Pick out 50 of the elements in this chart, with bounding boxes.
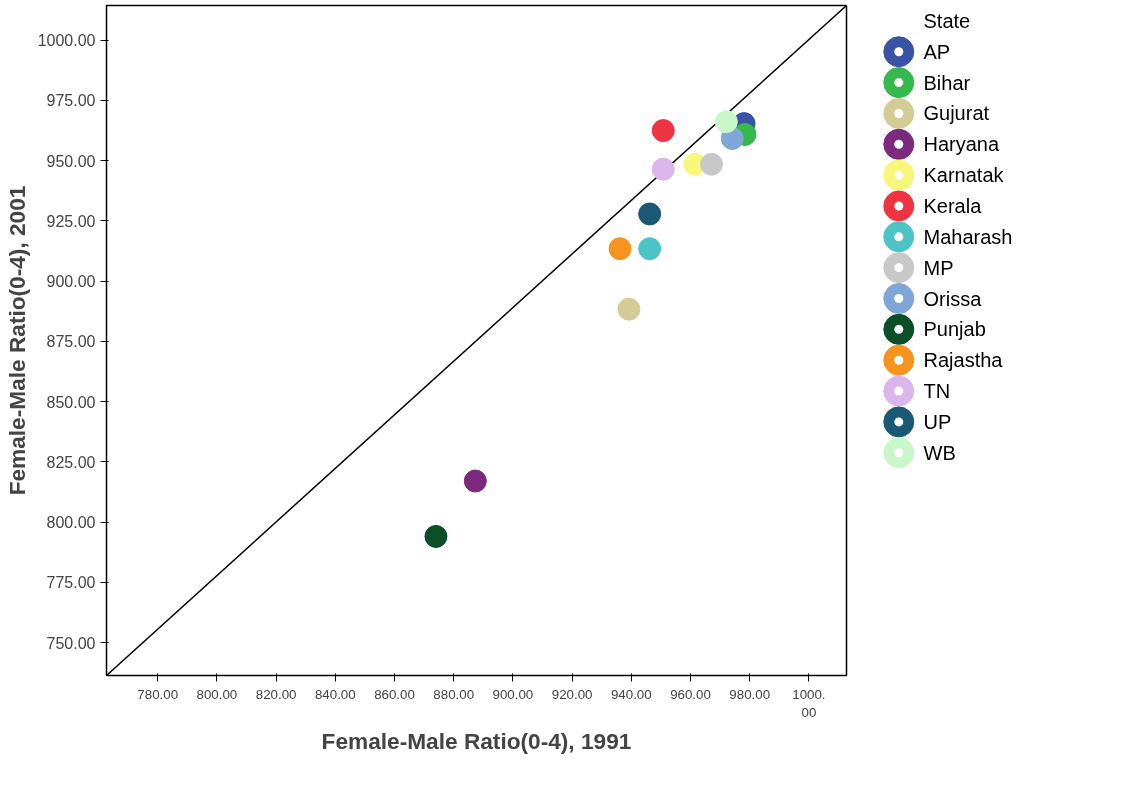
x-tick-label: 960.00 <box>670 686 711 702</box>
x-axis-title: Female-Male Ratio(0-4), 1991 <box>321 727 632 754</box>
y-tick-label: 825.00 <box>46 453 96 471</box>
legend-label: Bihar <box>923 71 971 94</box>
y-tick-label: 775.00 <box>46 574 96 592</box>
y-axis-title: Female-Male Ratio(0-4), 2001 <box>3 185 30 496</box>
point <box>638 237 662 261</box>
legend-label: TN <box>923 380 951 403</box>
y-tick-label: 900.00 <box>46 273 96 291</box>
legend-label: Kerala <box>923 194 983 217</box>
x-tick-label: 800.00 <box>196 686 238 702</box>
legend-label: Karnatak <box>923 164 1005 187</box>
y-tick-label: 1000.00 <box>37 32 96 50</box>
legend-title: State <box>923 9 971 32</box>
x-tick-label: 860.00 <box>374 686 415 702</box>
point <box>651 157 675 181</box>
y-tick-label: 850.00 <box>46 393 96 411</box>
point <box>463 469 487 493</box>
legend-label: UP <box>923 410 952 433</box>
y-tick-label: 750.00 <box>46 634 96 652</box>
y-tick-label: 925.00 <box>46 212 96 230</box>
legend-label: Gujurat <box>923 102 990 125</box>
legend-label: WB <box>923 441 956 464</box>
y-tick-label: 975.00 <box>46 92 96 110</box>
x-tick-label: 820.00 <box>255 686 297 702</box>
x-tick-label: 900.00 <box>492 686 534 702</box>
point <box>638 202 662 226</box>
point <box>608 237 632 261</box>
x-tick-label: 880.00 <box>433 686 475 702</box>
legend-label: Punjab <box>923 318 986 341</box>
legend-label: Haryana <box>923 133 1000 156</box>
point <box>651 119 675 143</box>
x-tick-label: 940.00 <box>610 686 652 702</box>
legend-label: Maharash <box>923 225 1013 248</box>
x-tick-label: 1000. 00 <box>792 686 826 720</box>
legend-label: Rajastha <box>923 349 1004 372</box>
y-tick-label: 800.00 <box>46 514 96 532</box>
point <box>424 524 448 548</box>
x-tick-label: 840.00 <box>314 686 356 702</box>
x-tick-label: 780.00 <box>137 686 179 702</box>
point <box>700 152 724 176</box>
y-tick-label: 950.00 <box>46 152 96 170</box>
point <box>714 110 738 134</box>
point <box>617 297 641 321</box>
x-tick-label: 980.00 <box>729 686 771 702</box>
legend-label: AP <box>923 40 951 63</box>
legend-label: MP <box>923 256 954 279</box>
x-tick-label: 920.00 <box>551 686 593 702</box>
y-tick-label: 875.00 <box>46 333 96 351</box>
legend-label: Orissa <box>923 287 983 310</box>
